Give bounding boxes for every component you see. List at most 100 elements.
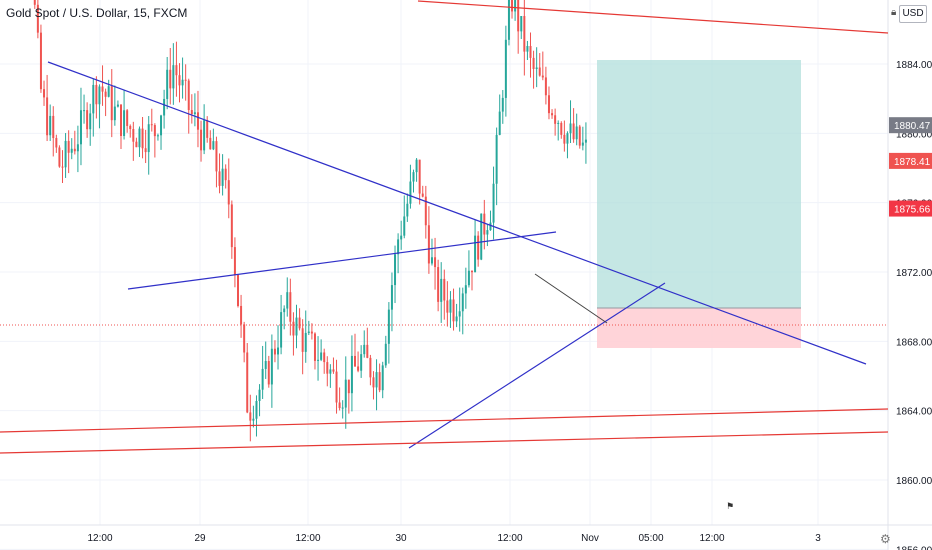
candle-body [301,328,304,352]
candle-body [110,86,113,121]
candle-body [307,331,310,333]
candle-body [560,122,563,135]
candle-body [409,181,412,204]
candle-body [79,110,82,145]
red-channel-top [0,408,889,433]
candle-body [341,407,344,409]
candle-body [363,344,366,355]
candle-body [446,300,449,313]
candle-body [320,352,323,360]
lock-icon[interactable]: 🔒︎ [891,7,897,18]
candle-body [458,311,461,317]
candle-body [304,332,307,352]
x-tick-label: 05:00 [638,533,663,544]
candle-body [424,196,427,226]
x-tick-label: 12:00 [295,533,320,544]
trend-lines[interactable] [0,0,889,454]
y-tick-label: 1860.00 [896,476,932,487]
target-zone[interactable] [597,60,801,308]
candle-body [255,400,258,419]
candle-body [83,110,86,112]
candle-body [511,0,514,12]
time-axis[interactable]: 12:00 29 12:00 30 12:00 Nov 05:00 12:00 3 [87,533,821,544]
candle-body [452,299,455,322]
candle-body [233,247,236,275]
price-label: 1878.41 [894,157,931,168]
candle-body [113,106,116,121]
candle-body [36,4,39,33]
candle-body [338,402,341,409]
candle-body [464,285,467,294]
candle-body [381,365,384,391]
price-axis[interactable]: 1856.001860.001864.001868.001872.001876.… [896,0,932,550]
candle-body [541,75,544,78]
x-tick-label: 12:00 [497,533,522,544]
candle-body [95,84,98,105]
candle-body [135,141,138,148]
candle-body [169,69,172,89]
candle-body [486,230,489,235]
candle-body [39,32,42,90]
stop-zone[interactable] [597,308,801,348]
candle-body [489,222,492,231]
y-tick-label: 1856.00 [896,545,932,550]
x-tick-label: 12:00 [87,533,112,544]
candle-body [240,305,243,325]
candle-body [283,308,286,313]
candle-body [64,140,67,168]
x-tick-label: 29 [194,533,206,544]
y-tick-label: 1888.00 [896,0,932,2]
candle-body [264,361,267,369]
candle-body [123,110,126,136]
candle-body [480,213,483,260]
candle-body [33,0,36,5]
candle-body [190,110,193,115]
candle-body [203,120,206,151]
candle-body [421,193,424,197]
candle-body [273,348,276,355]
currency-button[interactable]: USD [899,5,927,23]
candle-body [218,171,221,186]
x-tick-label: 12:00 [699,533,724,544]
candle-body [403,216,406,236]
candle-body [360,354,363,371]
candle-body [547,95,550,114]
gear-icon[interactable]: ⚙ [880,532,891,546]
candle-body [237,274,239,306]
candle-body [310,331,313,334]
candle-body [116,104,119,107]
candles [33,0,587,442]
price-label-bg [889,152,932,169]
candle-body [498,111,501,135]
candle-body [292,321,295,336]
candle-body [187,80,190,111]
candle-body [215,141,218,172]
candle-body [514,0,517,12]
x-tick-label: 3 [815,533,821,544]
candle-body [286,292,289,309]
candle-body [89,113,92,130]
candle-body [107,86,110,97]
candle-body [227,180,230,205]
candle-body [584,139,587,143]
candle-body [347,379,350,394]
candle-body [483,213,486,235]
candle-body [575,126,578,140]
candle-body [569,123,572,134]
candle-body [184,79,187,81]
candle-body [277,347,280,355]
tradingview-flag-icon: ⚑ [726,502,735,512]
candle-body [132,129,135,142]
candle-body [437,267,440,302]
candle-body [390,285,393,310]
candle-body [267,361,270,385]
candle-body [375,372,378,388]
y-tick-label: 1880.00 [896,129,932,140]
candle-body [529,46,532,58]
candle-body [76,144,79,152]
candle-body [449,299,452,313]
candle-body [193,112,196,115]
candle-body [554,115,557,124]
